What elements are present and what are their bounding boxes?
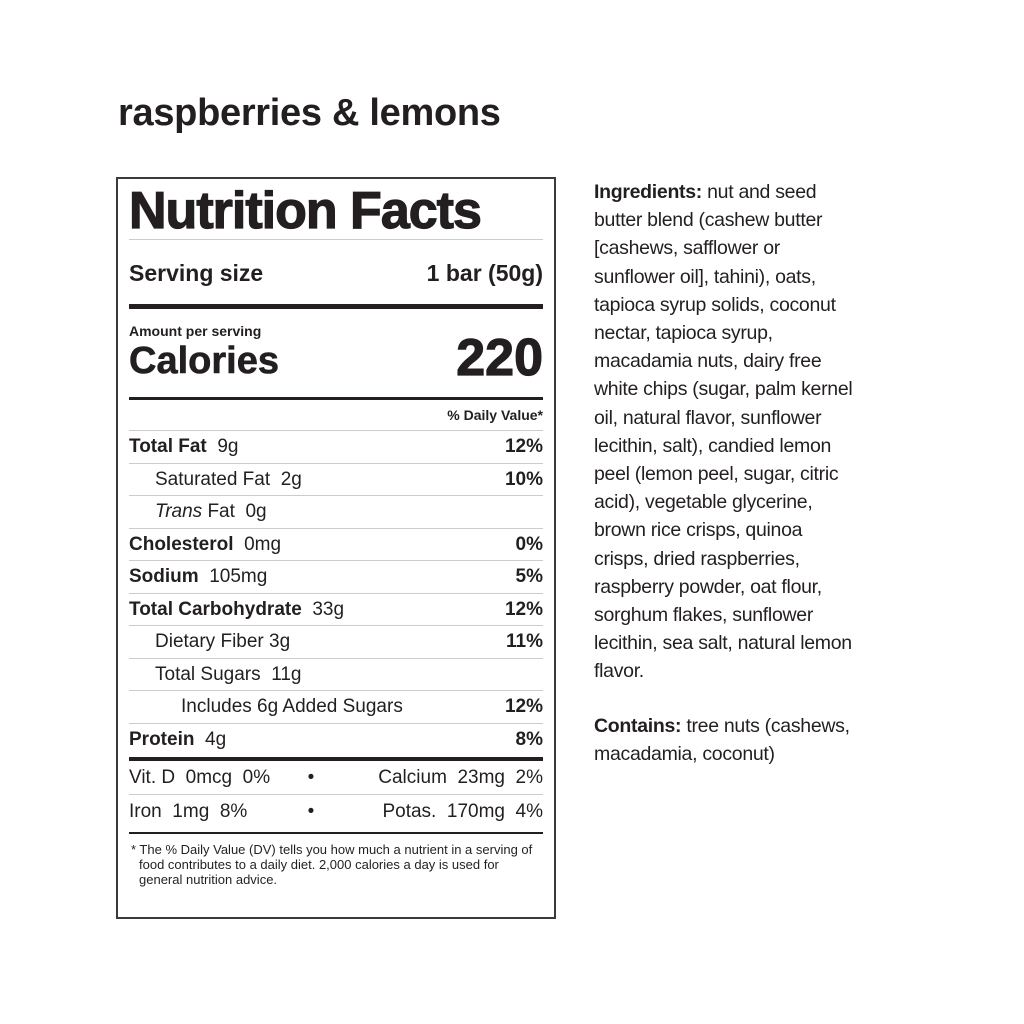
nutrient-row-protein: Protein 4g 8%	[129, 722, 543, 756]
allergen-statement: Contains: tree nuts (cashews, macadamia,…	[594, 715, 850, 766]
amount-per-serving: Amount per serving	[129, 323, 262, 339]
nutrition-facts-heading: Nutrition Facts	[128, 182, 482, 240]
vitamin-row: Vit. D 0mcg 0% • Calcium 23mg 2%	[129, 767, 543, 788]
nutrient-row-dietary-fiber: Dietary Fiber 3g 11%	[129, 625, 543, 658]
divider	[129, 304, 543, 309]
product-title: raspberries & lemons	[118, 92, 501, 134]
calories-value: 220	[456, 329, 544, 387]
nutrient-row-trans-fat: Trans Fat 0g	[129, 495, 543, 528]
nutrient-row-added-sugars: Includes 6g Added Sugars 12%	[129, 690, 543, 723]
calories-label: Calories	[129, 340, 280, 383]
serving-size-value: 1 bar (50g)	[426, 260, 543, 286]
serving-size-label: Serving size	[129, 260, 264, 286]
divider	[129, 757, 543, 761]
nutrient-row-total-carbohydrate: Total Carbohydrate 33g 12%	[129, 592, 543, 626]
divider	[129, 832, 543, 834]
nutrition-facts-label: Nutrition Facts Serving size 1 bar (50g)…	[116, 177, 556, 919]
nutrient-row-sodium: Sodium 105mg 5%	[129, 560, 543, 593]
contains-label: Contains:	[594, 715, 682, 737]
vitamin-row: Iron 1mg 8% • Potas. 170mg 4%	[129, 801, 543, 822]
calories-row: Calories 220	[129, 331, 544, 384]
nutrient-row-saturated-fat: Saturated Fat 2g 10%	[129, 462, 543, 496]
ingredients-text: Ingredients: nut and seed butter blend (…	[594, 181, 853, 683]
footnote: * The % Daily Value (DV) tells you how m…	[131, 842, 533, 887]
ingredients-label: Ingredients:	[594, 181, 702, 203]
serving-size-row: Serving size 1 bar (50g)	[129, 260, 543, 304]
daily-value-header: % Daily Value*	[447, 407, 543, 423]
divider	[129, 397, 543, 400]
nutrient-row-total-fat: Total Fat 9g 12%	[129, 430, 543, 463]
nutrient-row-total-sugars: Total Sugars 11g	[129, 657, 543, 691]
nutrient-row-cholesterol: Cholesterol 0mg 0%	[129, 527, 543, 561]
